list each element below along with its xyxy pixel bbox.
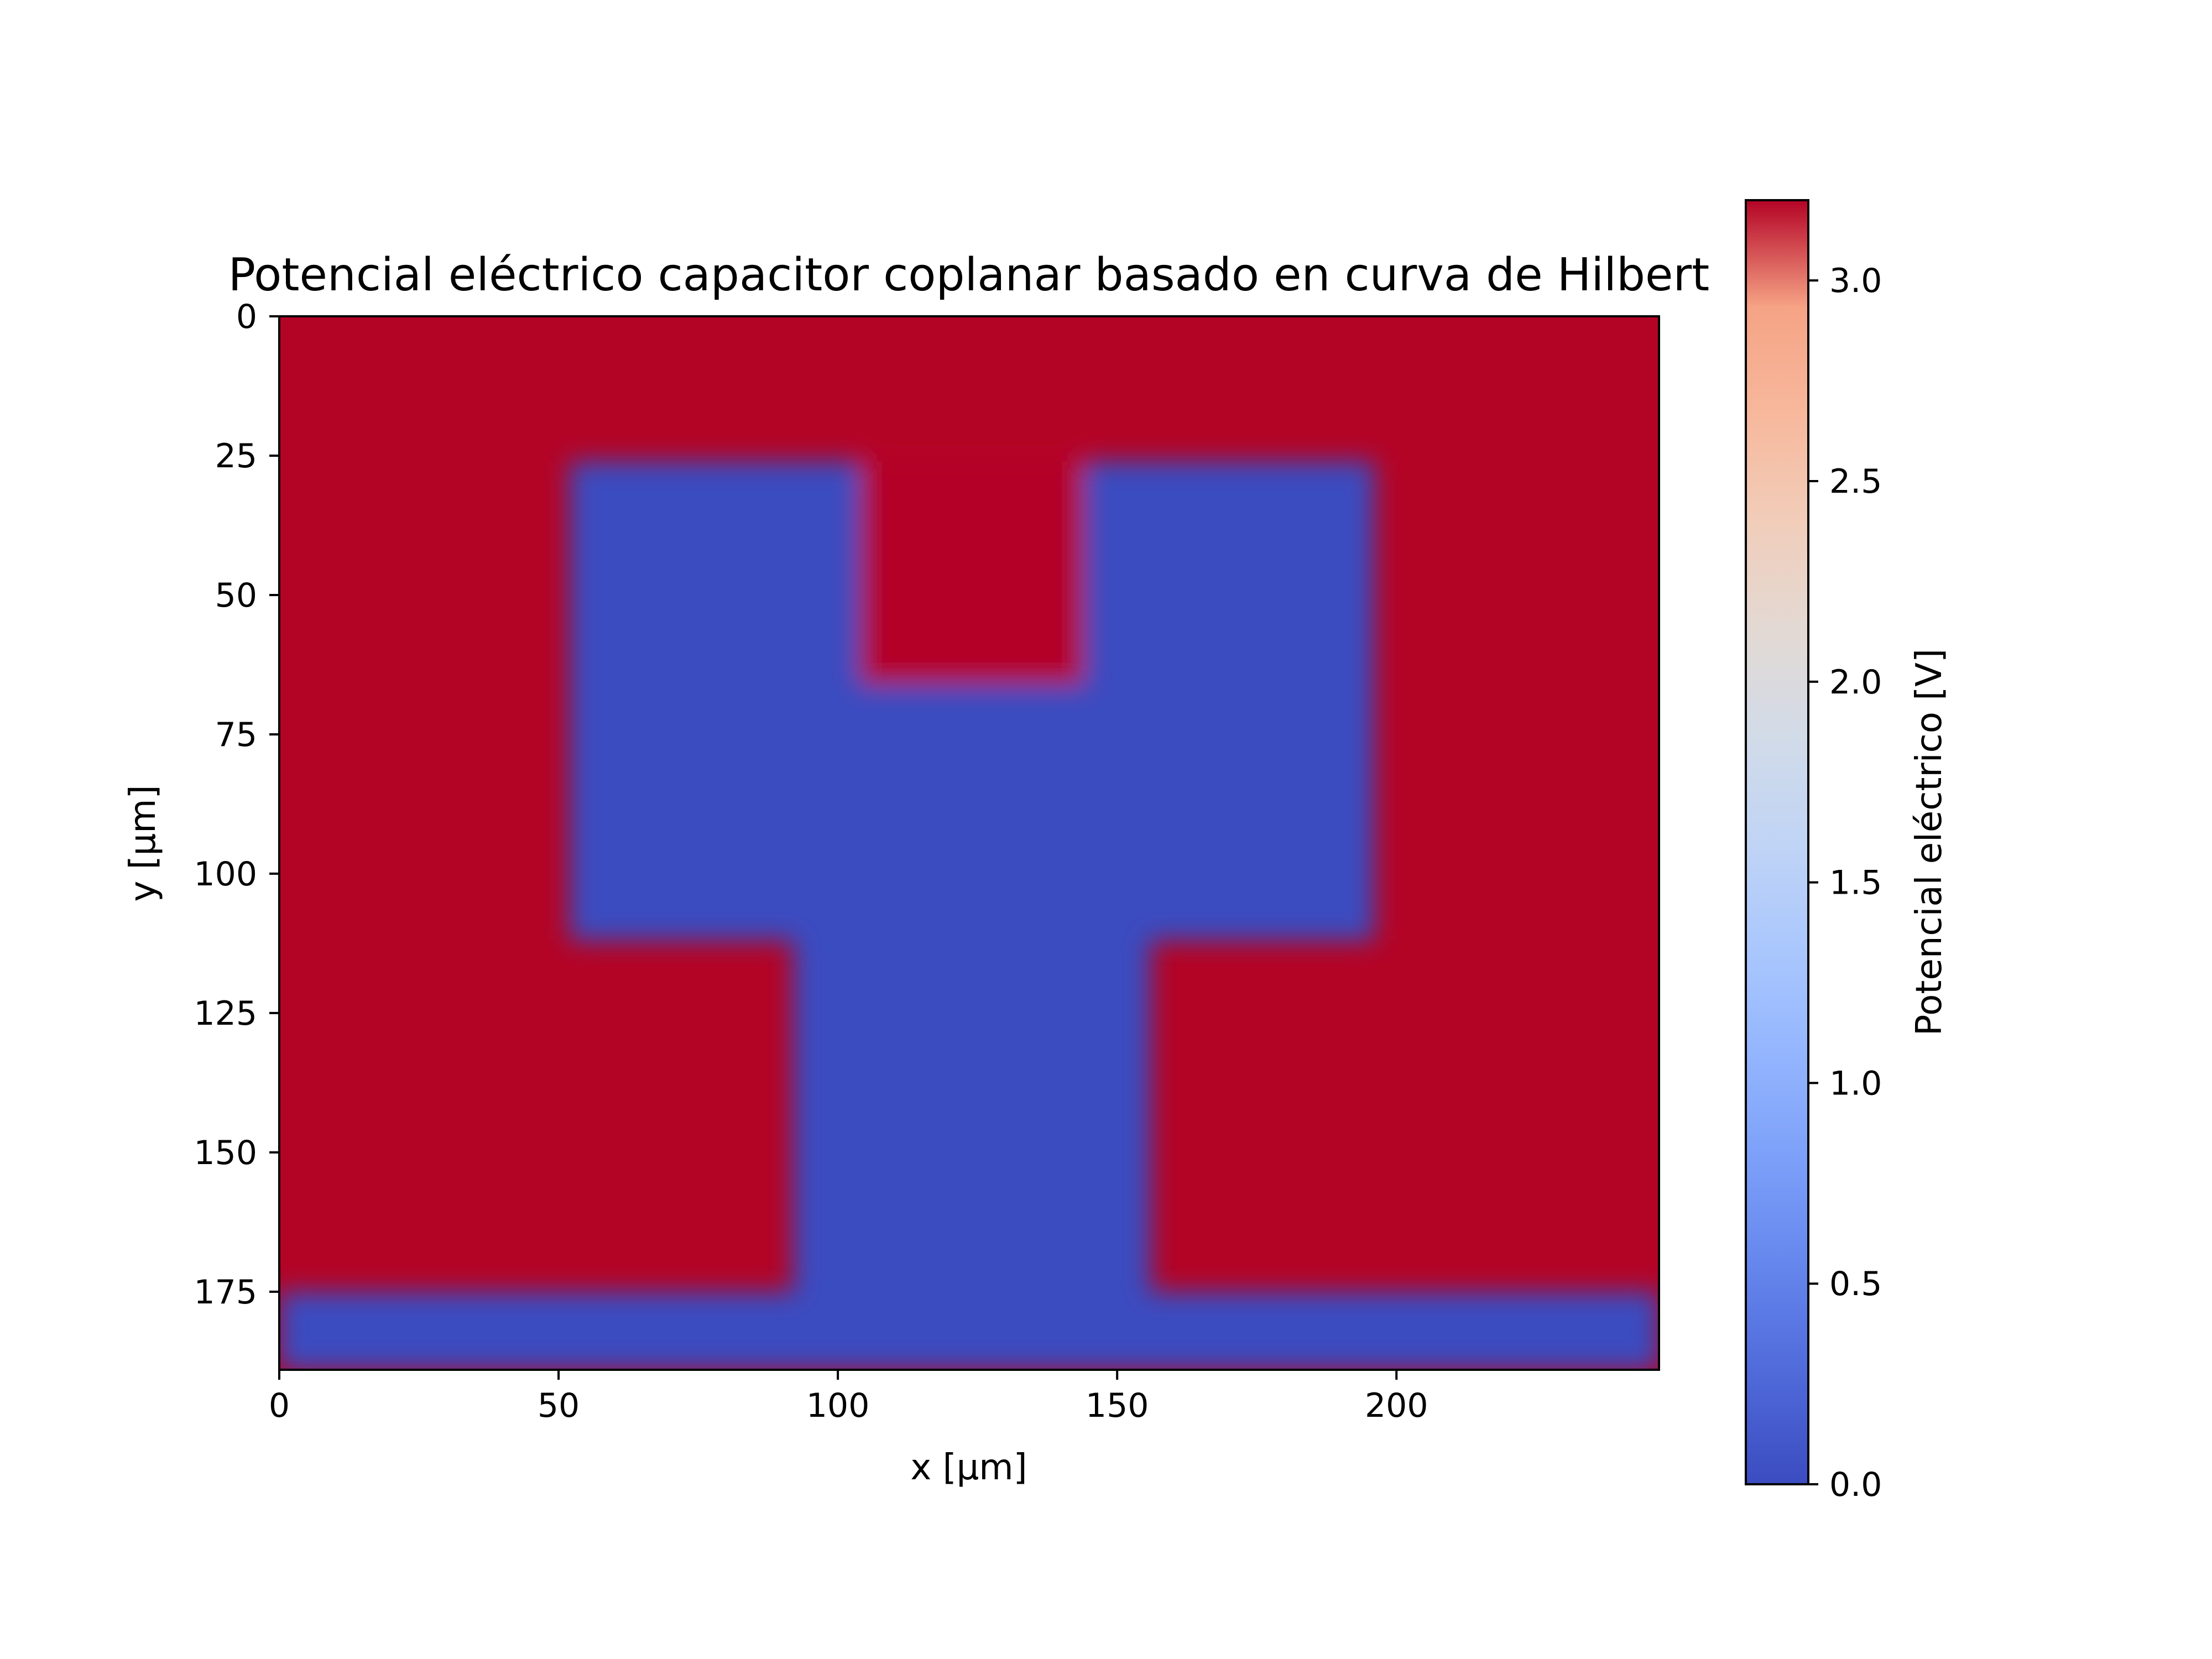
x-tick-label: 150 xyxy=(1086,1386,1149,1425)
y-axis-ticks: 0 25 50 75 100 125 150 175 xyxy=(194,298,279,1312)
x-axis-label: x [µm] xyxy=(910,1447,1027,1488)
colorbar-tick-label: 3.0 xyxy=(1829,262,1882,300)
colorbar-tick-label: 2.5 xyxy=(1829,462,1882,501)
x-tick-label: 50 xyxy=(538,1386,580,1425)
y-tick-label: 150 xyxy=(194,1134,257,1172)
y-tick-label: 50 xyxy=(215,576,257,615)
y-tick-label: 25 xyxy=(215,437,257,476)
x-tick-label: 100 xyxy=(806,1386,870,1425)
low-potential-region-2 xyxy=(279,1291,1659,1370)
colorbar-label: Potencial eléctrico [V] xyxy=(1909,649,1950,1036)
low-potential-region-1 xyxy=(793,751,1151,1370)
y-tick-label: 0 xyxy=(236,298,257,336)
chart-title: Potencial eléctrico capacitor coplanar b… xyxy=(228,249,1710,301)
y-tick-label: 100 xyxy=(194,855,257,894)
colorbar-tick-label: 1.0 xyxy=(1829,1064,1882,1103)
colorbar xyxy=(1745,199,1809,1485)
y-tick-label: 75 xyxy=(215,716,257,754)
colorbar-tick-label: 2.0 xyxy=(1829,663,1882,702)
x-tick-label: 0 xyxy=(269,1386,290,1425)
y-tick-label: 125 xyxy=(194,994,257,1033)
colorbar-ticks: 0.0 0.5 1.0 1.5 2.0 2.5 3.0 xyxy=(1808,262,1882,1504)
x-tick-label: 200 xyxy=(1365,1386,1428,1425)
y-tick-label: 175 xyxy=(194,1273,257,1312)
colorbar-tick-label: 0.5 xyxy=(1829,1265,1882,1303)
y-axis-label: y [µm] xyxy=(123,785,164,901)
plot-area xyxy=(279,316,1659,1370)
plot-frame xyxy=(278,315,1660,1371)
field-regions xyxy=(279,461,1659,1370)
high-potential-notch-0 xyxy=(860,461,1084,685)
colorbar-tick-label: 0.0 xyxy=(1829,1465,1882,1504)
x-axis-ticks: 0 50 100 150 200 xyxy=(269,1370,1428,1425)
colorbar-tick-label: 1.5 xyxy=(1829,864,1882,902)
